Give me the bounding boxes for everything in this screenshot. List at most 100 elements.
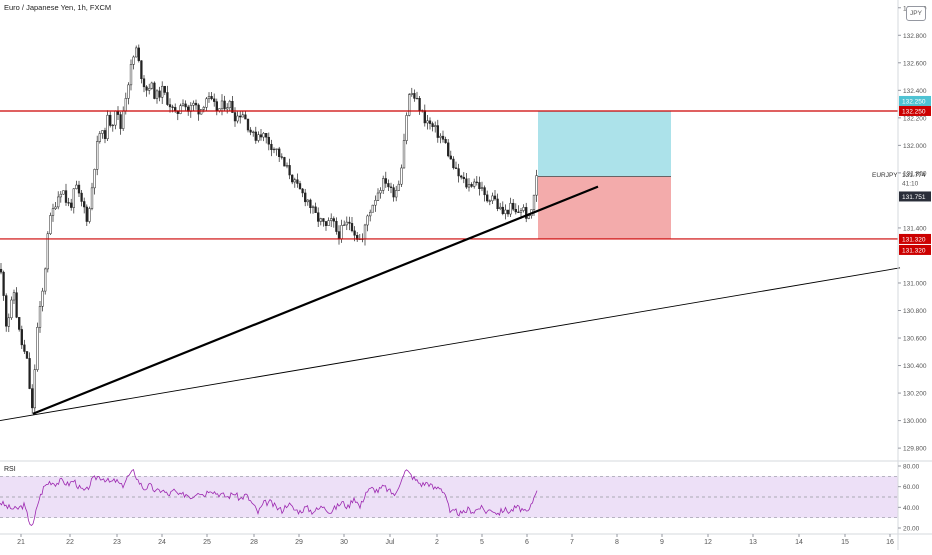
candle: [205, 96, 208, 111]
long-term-support-trendline[interactable]: [0, 267, 901, 422]
target-zone[interactable]: [538, 110, 671, 177]
candle: [194, 99, 198, 110]
candle: [31, 384, 34, 414]
candle-body: [408, 94, 411, 116]
candle: [327, 217, 330, 226]
candle: [90, 182, 94, 211]
candle: [431, 121, 434, 132]
candle: [296, 173, 299, 188]
candle: [109, 111, 112, 128]
candle-body: [275, 148, 278, 150]
candle-body: [314, 206, 317, 213]
candle-body: [423, 110, 426, 124]
candle-body: [155, 90, 159, 99]
candle-body: [75, 184, 78, 190]
candle-body: [88, 208, 91, 222]
candle-body: [439, 135, 442, 138]
currency-badge[interactable]: JPY: [906, 6, 926, 21]
steep-support-trendline[interactable]: [32, 185, 599, 415]
candle-body: [233, 112, 237, 122]
candle-body: [265, 133, 268, 138]
candle: [0, 262, 3, 275]
candle: [41, 287, 44, 312]
candle: [322, 218, 325, 227]
candle: [233, 107, 237, 127]
candle: [46, 231, 49, 273]
candle-body: [220, 100, 224, 109]
time-tick-label: 6: [525, 539, 529, 546]
candle-body: [18, 317, 21, 330]
candle-body: [301, 188, 304, 194]
time-tick-label: 12: [704, 539, 712, 546]
time-tick-label: 23: [113, 539, 121, 546]
candle: [163, 85, 166, 96]
candle-body: [202, 107, 205, 110]
bar-countdown: 41:10: [902, 180, 919, 187]
candle: [213, 93, 216, 107]
support-price-tag-bg: [899, 233, 931, 244]
candle-body: [353, 230, 356, 236]
candle: [140, 60, 143, 84]
candle-body: [319, 218, 322, 222]
candle-body: [36, 327, 39, 370]
candle: [119, 111, 122, 135]
price-tick-label: 131.000: [903, 280, 927, 287]
candle: [220, 94, 224, 116]
candle: [343, 220, 346, 226]
candle-body: [33, 369, 36, 409]
candle-body: [486, 194, 489, 202]
candle: [324, 221, 328, 231]
time-tick-label: 8: [615, 539, 619, 546]
candle-body: [158, 90, 161, 98]
candle-body: [434, 125, 437, 127]
candle-body: [197, 104, 200, 115]
candle-body: [59, 193, 62, 198]
time-tick-label: 7: [570, 539, 574, 546]
candle-body: [142, 78, 146, 88]
target-price-tag-bg: [899, 95, 931, 106]
candle: [72, 188, 75, 214]
time-tick-label: 28: [250, 539, 258, 546]
candle: [197, 103, 200, 121]
candle: [54, 201, 57, 210]
candle-body: [532, 194, 536, 210]
candle-body: [317, 212, 320, 222]
candle-body: [506, 209, 510, 215]
candle: [457, 163, 460, 183]
candle: [187, 104, 190, 116]
candle-body: [462, 176, 465, 180]
candle: [49, 212, 52, 235]
candle: [80, 190, 83, 207]
stop-zone[interactable]: [538, 176, 671, 239]
candle: [285, 162, 289, 169]
candle: [449, 150, 452, 160]
price-tick-label: 130.600: [903, 336, 927, 343]
position-tool[interactable]: [538, 110, 671, 239]
candle: [51, 203, 55, 222]
candle: [88, 206, 91, 224]
candle-body: [132, 56, 135, 65]
candle: [418, 95, 421, 115]
candle-body: [239, 115, 242, 118]
candle: [153, 81, 156, 100]
candle-body: [493, 195, 497, 200]
candle-body: [223, 100, 226, 110]
candle: [12, 289, 16, 305]
drawings[interactable]: [0, 110, 901, 422]
current-bid-tag: 131.751: [902, 194, 926, 201]
candle: [278, 146, 281, 162]
candle: [111, 124, 114, 132]
candle-body: [304, 192, 307, 203]
candle-body: [371, 204, 374, 213]
candle-body: [137, 47, 140, 61]
candle: [525, 202, 528, 223]
candle-body: [96, 141, 99, 170]
candle: [454, 161, 458, 169]
candle: [366, 214, 369, 232]
candle-body: [280, 156, 283, 158]
candle: [504, 204, 507, 220]
candle: [25, 351, 29, 359]
candle-body: [426, 120, 429, 124]
